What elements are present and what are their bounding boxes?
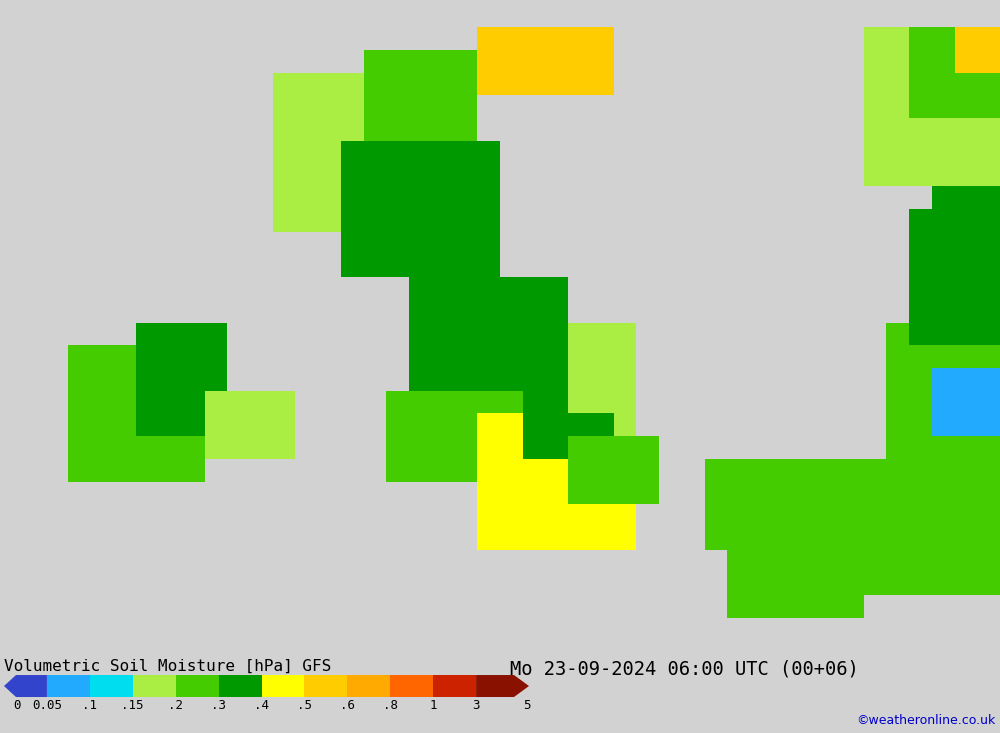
Bar xyxy=(500,413,614,482)
Bar xyxy=(205,391,295,459)
Text: .6: .6 xyxy=(340,699,355,712)
Bar xyxy=(273,73,364,163)
Polygon shape xyxy=(90,675,133,697)
Text: Volumetric Soil Moisture [hPa] GFS: Volumetric Soil Moisture [hPa] GFS xyxy=(4,659,331,674)
Bar xyxy=(568,323,636,436)
Text: 1: 1 xyxy=(429,699,437,712)
Bar xyxy=(364,50,477,141)
Polygon shape xyxy=(476,675,529,697)
Bar xyxy=(932,141,1000,254)
Polygon shape xyxy=(347,675,390,697)
Text: 0.05: 0.05 xyxy=(32,699,62,712)
Polygon shape xyxy=(304,675,347,697)
Bar xyxy=(841,459,1000,595)
Text: .5: .5 xyxy=(297,699,312,712)
Bar xyxy=(68,345,205,482)
Polygon shape xyxy=(390,675,433,697)
Polygon shape xyxy=(219,675,262,697)
Bar xyxy=(273,163,341,232)
Bar xyxy=(705,459,864,550)
Bar xyxy=(909,27,1000,118)
Bar xyxy=(136,323,227,436)
Bar xyxy=(864,27,1000,186)
Bar xyxy=(409,277,568,413)
Bar xyxy=(159,323,227,391)
Bar xyxy=(909,209,1000,345)
Polygon shape xyxy=(176,675,219,697)
Bar xyxy=(727,550,864,618)
Bar xyxy=(341,141,500,277)
Polygon shape xyxy=(433,675,476,697)
Bar xyxy=(477,459,636,550)
Polygon shape xyxy=(4,675,47,697)
Polygon shape xyxy=(262,675,304,697)
Polygon shape xyxy=(47,675,90,697)
Bar xyxy=(955,27,1000,73)
Text: .1: .1 xyxy=(82,699,97,712)
Text: .4: .4 xyxy=(254,699,269,712)
Bar xyxy=(477,27,614,95)
Text: .3: .3 xyxy=(211,699,226,712)
Bar xyxy=(568,436,659,504)
Text: 3: 3 xyxy=(472,699,480,712)
Bar xyxy=(477,413,523,459)
Bar xyxy=(932,368,1000,436)
Bar xyxy=(886,323,1000,459)
Bar xyxy=(386,391,523,482)
Text: .2: .2 xyxy=(168,699,183,712)
Text: 5: 5 xyxy=(523,699,531,712)
Text: .8: .8 xyxy=(383,699,398,712)
Text: .15: .15 xyxy=(122,699,144,712)
Polygon shape xyxy=(133,675,176,697)
Text: Mo 23-09-2024 06:00 UTC (00+06): Mo 23-09-2024 06:00 UTC (00+06) xyxy=(510,659,859,678)
Text: 0: 0 xyxy=(13,699,21,712)
Text: ©weatheronline.co.uk: ©weatheronline.co.uk xyxy=(857,714,996,727)
